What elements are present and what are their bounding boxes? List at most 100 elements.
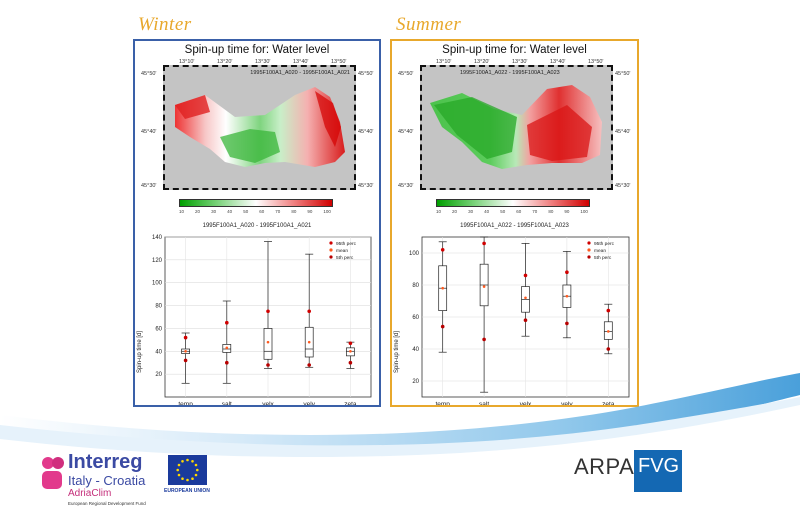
x-tick-label: salt	[479, 401, 489, 406]
lon-tick: 13°40'	[550, 59, 566, 65]
lat-tick: 45°40'	[141, 129, 157, 135]
cbar-tick: 40	[484, 209, 490, 214]
eu-flag	[168, 455, 207, 485]
lat-tick: 45°50'	[615, 71, 631, 77]
legend-marker	[329, 248, 333, 252]
p95-point	[183, 335, 188, 340]
arpa-fvg-logo: ARPA FVG	[574, 450, 684, 494]
p5-point	[183, 358, 188, 363]
winter-label: Winter	[138, 14, 192, 35]
x-tick-label: temp	[435, 401, 450, 406]
mean-point	[524, 296, 527, 300]
lat-tick: 45°40'	[398, 129, 414, 135]
p95-point	[266, 309, 270, 314]
summer-boxplot: 20 40 60 80 100 temp salt velx vely zeta 95th perc…	[409, 236, 630, 406]
lon-tick: 13°20'	[474, 59, 490, 65]
mean-point	[266, 340, 270, 344]
cbar-tick: 50	[243, 209, 249, 214]
lon-tick: 13°10'	[436, 59, 452, 65]
y-tick-label: 60	[412, 315, 419, 321]
cbar-tick: 80	[548, 209, 554, 214]
interreg-logo: Interreg Italy - Croatia AdriaClim Europ…	[40, 451, 210, 511]
interreg-mark-icon	[42, 457, 64, 489]
legend-marker	[587, 248, 591, 252]
eu-label: EUROPEAN UNION	[164, 488, 210, 494]
cbar-tick: 30	[468, 209, 474, 214]
x-tick-label: velx	[262, 401, 274, 406]
p95-point	[606, 308, 611, 313]
fvg-badge: FVG	[634, 450, 682, 492]
p5-point	[266, 363, 270, 367]
p5-point	[307, 363, 311, 367]
colorbar-ticks: 10 20 30 40 50 60 70 80 90 100	[436, 209, 588, 214]
legend-marker	[329, 255, 333, 259]
summer-panel: Spin-up time for: Water level 13°10' 13°…	[390, 39, 639, 407]
winter-map-field	[175, 87, 345, 167]
lat-tick: 45°40'	[615, 129, 631, 135]
interreg-brand: Interreg	[68, 451, 143, 473]
winter-boxplot: 20 40 60 80 100 120 140 temp salt velx vely zeta 95t…	[152, 235, 372, 406]
cbar-tick: 30	[211, 209, 217, 214]
x-tick-label: zeta	[344, 401, 357, 406]
mean-point	[565, 294, 569, 298]
lat-tick: 45°30'	[398, 183, 414, 189]
winter-panel: Spin-up time for: Water level 13°10' 13°…	[133, 39, 381, 407]
iqr-box	[263, 328, 273, 360]
cbar-tick: 20	[452, 209, 458, 214]
arpa-text: ARPA	[574, 454, 635, 479]
x-tick-label: vely	[561, 401, 573, 406]
legend-label: 5th perc	[336, 255, 354, 261]
colorbar	[436, 199, 590, 207]
cbar-tick: 40	[227, 209, 233, 214]
cbar-tick: 60	[516, 209, 522, 214]
fvg-text: FVG	[638, 455, 680, 477]
cbar-tick: 90	[564, 209, 570, 214]
y-tick-label: 20	[412, 379, 419, 385]
lon-tick: 13°40'	[293, 59, 309, 65]
y-tick-label: 100	[152, 281, 163, 287]
legend-label: mean	[594, 249, 606, 254]
colorbar-ticks: 10 20 30 40 50 60 70 80 90 100	[179, 209, 331, 214]
map-title: Spin-up time for: Water level	[184, 44, 330, 56]
interreg-fund: European Regional Development Fund	[68, 501, 146, 506]
legend-label: 95th perc	[594, 241, 615, 247]
cbar-tick: 50	[500, 209, 506, 214]
colorbar	[179, 199, 333, 207]
legend-marker	[587, 255, 591, 259]
p5-point	[348, 360, 353, 365]
winter-map: 1995F100A1_A020 - 1995F100A1_A021	[163, 65, 356, 190]
plot-title: 1995F100A1_A022 - 1995F100A1_A023	[460, 223, 569, 229]
p95-point	[225, 320, 229, 325]
lat-tick: 45°30'	[141, 183, 157, 189]
legend-marker	[329, 241, 333, 245]
y-tick-label: 100	[409, 251, 420, 257]
p95-point	[440, 248, 445, 252]
p95-point	[523, 273, 528, 278]
legend-label: mean	[336, 249, 348, 254]
y-tick-label: 140	[152, 235, 163, 241]
cbar-tick: 80	[291, 209, 297, 214]
cbar-tick: 100	[580, 209, 588, 214]
mean-point	[307, 340, 311, 344]
lat-tick: 45°50'	[141, 71, 157, 77]
p95-point	[348, 341, 353, 346]
cbar-tick: 10	[436, 209, 442, 214]
x-tick-label: temp	[178, 401, 193, 406]
cbar-tick: 60	[259, 209, 265, 214]
summer-map-field	[430, 85, 602, 169]
lon-tick: 13°20'	[217, 59, 233, 65]
legend-label: 95th perc	[336, 241, 357, 247]
lat-tick: 45°40'	[358, 129, 374, 135]
map-subtitle: 1995F100A1_A020 - 1995F100A1_A021	[250, 70, 350, 76]
summer-label: Summer	[396, 14, 462, 35]
lat-tick: 45°30'	[615, 183, 631, 189]
p5-point	[482, 337, 486, 342]
interreg-project: AdriaClim	[68, 488, 112, 499]
y-tick-label: 120	[152, 258, 163, 264]
p95-point	[565, 270, 569, 274]
decorative-wave	[0, 373, 800, 458]
mean-point	[441, 286, 444, 290]
p5-point	[440, 324, 445, 329]
lon-tick: 13°50'	[331, 59, 347, 65]
y-tick-label: 80	[412, 283, 419, 289]
